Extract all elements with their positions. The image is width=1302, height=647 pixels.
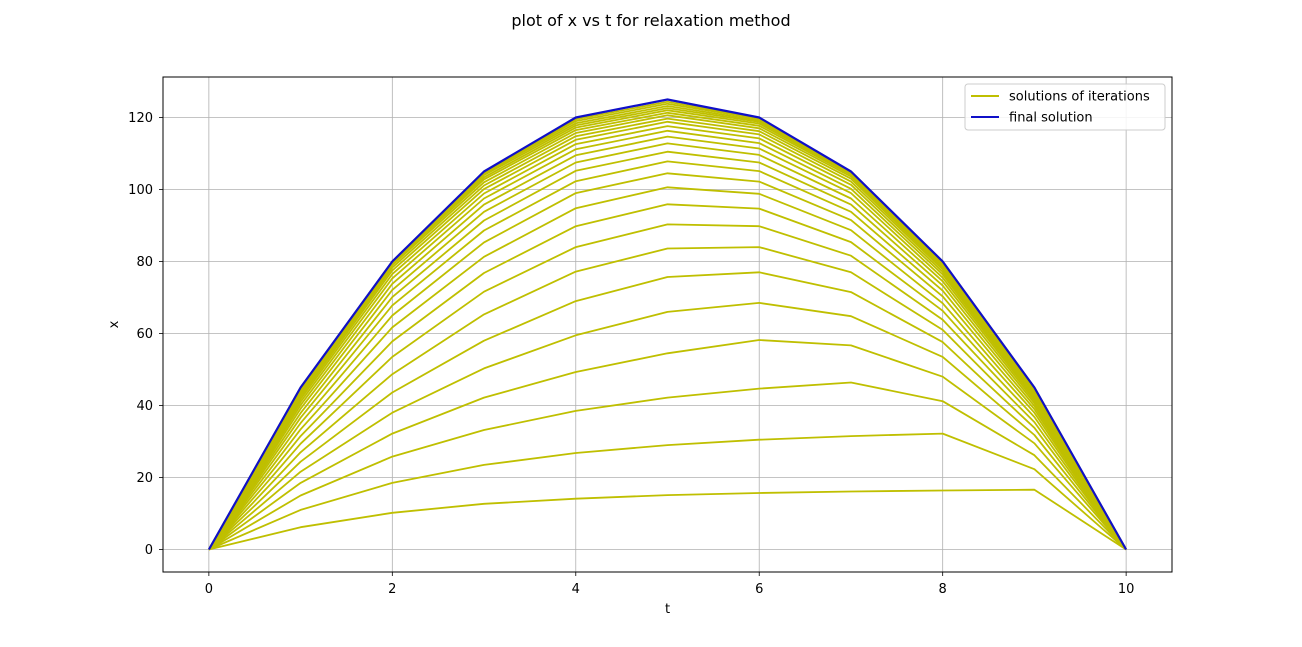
- chart-title: plot of x vs t for relaxation method: [511, 11, 790, 30]
- iteration-line: [208, 301, 1127, 551]
- y-tick-label: 120: [128, 111, 153, 126]
- iteration-line: [208, 186, 1127, 551]
- x-tick-label: 2: [388, 582, 396, 597]
- y-tick-label: 40: [136, 399, 153, 414]
- series-layer: [207, 98, 1128, 551]
- iteration-line: [208, 129, 1127, 550]
- iteration-line: [208, 203, 1127, 551]
- legend-label-iterations: solutions of iterations: [1009, 90, 1150, 105]
- iteration-line: [208, 150, 1127, 551]
- x-tick-label: 4: [572, 582, 580, 597]
- iteration-line: [208, 488, 1127, 551]
- iteration-line: [208, 172, 1127, 551]
- iteration-line: [208, 223, 1127, 551]
- y-tick-label: 20: [136, 471, 153, 486]
- legend: solutions of iterations final solution: [964, 83, 1166, 131]
- legend-label-final: final solution: [1009, 111, 1093, 126]
- y-tick-label: 80: [136, 255, 153, 270]
- iteration-line: [208, 160, 1127, 551]
- x-tick-label: 10: [1118, 582, 1135, 597]
- iteration-line: [208, 381, 1127, 551]
- x-axis-label: t: [665, 602, 670, 617]
- legend-box: [964, 83, 1166, 131]
- x-tick-label: 6: [755, 582, 763, 597]
- axes-frame: [162, 76, 1173, 573]
- y-tick-label: 60: [136, 327, 153, 342]
- iteration-line: [208, 432, 1127, 551]
- y-tick-label: 0: [145, 543, 153, 558]
- iteration-line: [208, 135, 1127, 550]
- iteration-line: [208, 246, 1127, 551]
- y-axis-label: x: [107, 320, 122, 328]
- iteration-line: [208, 125, 1127, 550]
- final-solution-line: [207, 98, 1128, 551]
- iteration-line: [208, 117, 1127, 550]
- iteration-line: [208, 120, 1127, 550]
- iteration-line: [208, 142, 1127, 550]
- x-tick-label: 8: [939, 582, 947, 597]
- x-tick-label: 0: [205, 582, 213, 597]
- y-tick-label: 100: [128, 183, 153, 198]
- iteration-line: [208, 271, 1127, 551]
- iteration-line: [208, 339, 1127, 551]
